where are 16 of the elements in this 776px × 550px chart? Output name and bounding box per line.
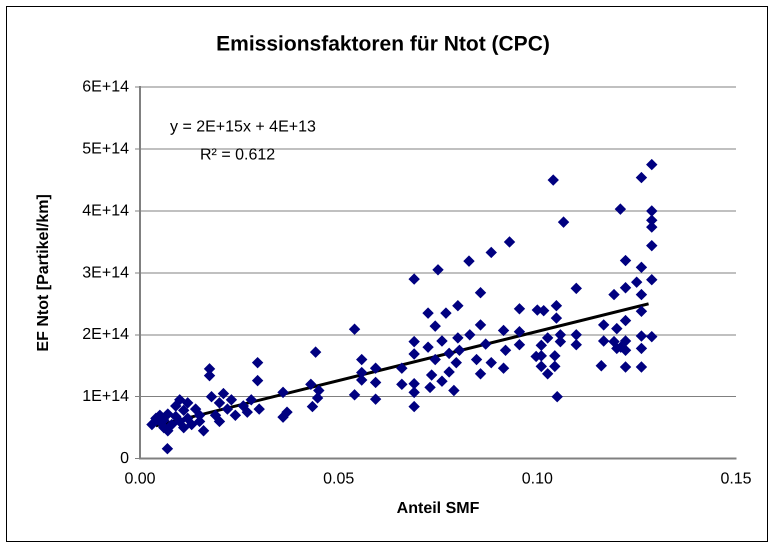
x-tick-label: 0.15 <box>720 470 752 488</box>
x-tick-label: 0.10 <box>522 470 554 488</box>
x-tick-label: 0.05 <box>323 470 354 488</box>
y-axis-title: EF Ntot [Partikel/km] <box>35 194 52 352</box>
y-tick-label: 3E+14 <box>82 264 130 282</box>
y-tick-label: 4E+14 <box>82 202 130 220</box>
x-axis-title: Anteil SMF <box>396 500 480 517</box>
y-tick-label: 5E+14 <box>82 140 130 158</box>
x-tick-label: 0.00 <box>124 470 156 488</box>
y-tick-label: 2E+14 <box>82 326 130 344</box>
y-tick-label: 0 <box>120 450 130 468</box>
annotation: R² = 0.612 <box>200 146 276 164</box>
y-tick-label: 1E+14 <box>82 388 130 406</box>
y-tick-label: 6E+14 <box>82 78 130 96</box>
chart-title: Emissionsfaktoren für Ntot (CPC) <box>216 32 550 56</box>
annotation: y = 2E+15x + 4E+13 <box>170 118 316 136</box>
